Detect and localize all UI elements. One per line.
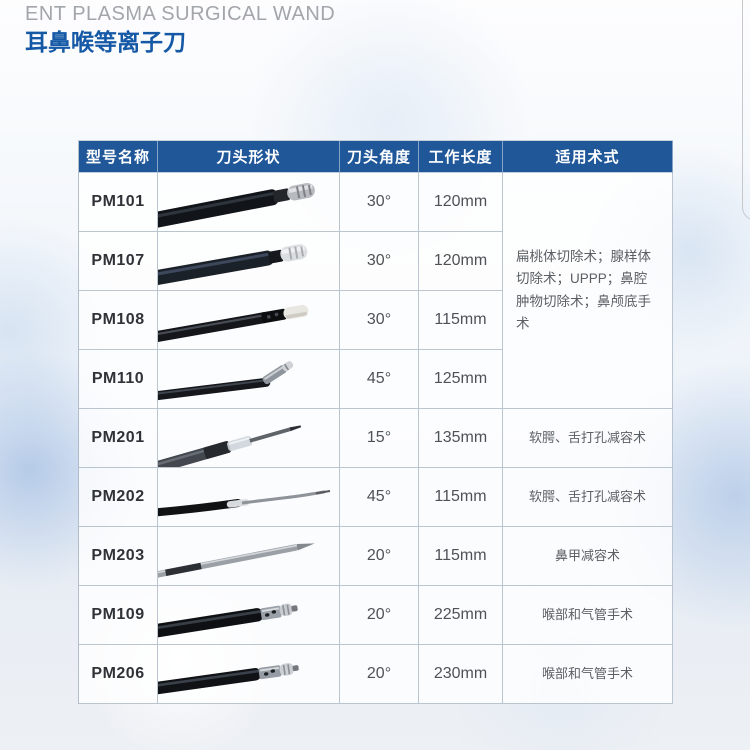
angle-cell-pm109: 20° bbox=[340, 586, 419, 645]
column-header-procedures: 适用术式 bbox=[503, 141, 673, 173]
wand-image-pm206 bbox=[158, 645, 340, 704]
wand-illustration bbox=[158, 543, 315, 582]
model-cell-pm107: PM107 bbox=[79, 232, 158, 291]
model-cell-pm110: PM110 bbox=[79, 350, 158, 409]
angle-cell-pm108: 30° bbox=[340, 291, 419, 350]
overlay-panel-edge bbox=[742, 0, 750, 221]
wand-image-pm109 bbox=[158, 586, 340, 645]
length-cell-pm203: 115mm bbox=[419, 527, 503, 586]
wand-illustration bbox=[158, 663, 299, 700]
wand-image-pm203 bbox=[158, 527, 340, 586]
length-cell-pm202: 115mm bbox=[419, 468, 503, 527]
length-cell-pm110: 125mm bbox=[419, 350, 503, 409]
length-cell-pm201: 135mm bbox=[419, 409, 503, 468]
procedure-cell-pm203: 鼻甲减容术 bbox=[503, 527, 673, 586]
product-spec-table: 型号名称 刀头形状 刀头角度 工作长度 适用术式 PM101 30° 120mm… bbox=[78, 140, 673, 704]
wand-image-pm202 bbox=[158, 468, 340, 527]
length-cell-pm101: 120mm bbox=[419, 173, 503, 232]
model-cell-pm108: PM108 bbox=[79, 291, 158, 350]
column-header-model: 型号名称 bbox=[79, 141, 158, 173]
model-cell-pm202: PM202 bbox=[79, 468, 158, 527]
column-header-tip-angle: 刀头角度 bbox=[340, 141, 419, 173]
wand-illustration bbox=[158, 603, 298, 644]
length-cell-pm206: 230mm bbox=[419, 645, 503, 704]
angle-cell-pm107: 30° bbox=[340, 232, 419, 291]
model-cell-pm109: PM109 bbox=[79, 586, 158, 645]
angle-cell-pm202: 45° bbox=[340, 468, 419, 527]
model-cell-pm201: PM201 bbox=[79, 409, 158, 468]
page-header: ENT PLASMA SURGICAL WAND 耳鼻喉等离子刀 bbox=[25, 3, 335, 57]
procedure-cell-pm206: 喉部和气管手术 bbox=[503, 645, 673, 704]
procedure-cell-pm201: 软腭、舌打孔减容术 bbox=[503, 409, 673, 468]
wand-image-pm107 bbox=[158, 232, 340, 291]
angle-cell-pm110: 45° bbox=[340, 350, 419, 409]
model-cell-pm203: PM203 bbox=[79, 527, 158, 586]
angle-cell-pm203: 20° bbox=[340, 527, 419, 586]
procedure-cell-pm202: 软腭、舌打孔减容术 bbox=[503, 468, 673, 527]
wand-illustration bbox=[158, 361, 294, 405]
column-header-working-length: 工作长度 bbox=[419, 141, 503, 173]
wand-illustration bbox=[158, 182, 315, 231]
procedure-cell-pm109: 喉部和气管手术 bbox=[503, 586, 673, 645]
wand-illustration bbox=[158, 244, 308, 290]
wand-illustration bbox=[158, 490, 331, 517]
wand-image-pm108 bbox=[158, 291, 340, 350]
page-title-chinese: 耳鼻喉等离子刀 bbox=[25, 29, 186, 55]
wand-image-pm101 bbox=[158, 173, 340, 232]
model-cell-pm206: PM206 bbox=[79, 645, 158, 704]
model-cell-pm101: PM101 bbox=[79, 173, 158, 232]
length-cell-pm109: 225mm bbox=[419, 586, 503, 645]
wand-image-pm201 bbox=[158, 409, 340, 468]
length-cell-pm107: 120mm bbox=[419, 232, 503, 291]
length-cell-pm108: 115mm bbox=[419, 291, 503, 350]
angle-cell-pm201: 15° bbox=[340, 409, 419, 468]
wand-illustration bbox=[158, 425, 302, 467]
angle-cell-pm101: 30° bbox=[340, 173, 419, 232]
procedure-cell-merged: 扁桃体切除术；腺样体切除术；UPPP；鼻腔肿物切除术；鼻颅底手术 bbox=[503, 173, 673, 409]
angle-cell-pm206: 20° bbox=[340, 645, 419, 704]
column-header-tip-shape: 刀头形状 bbox=[158, 141, 340, 173]
page-title-english: ENT PLASMA SURGICAL WAND bbox=[25, 3, 336, 25]
wand-illustration bbox=[158, 304, 309, 348]
wand-image-pm110 bbox=[158, 350, 340, 409]
